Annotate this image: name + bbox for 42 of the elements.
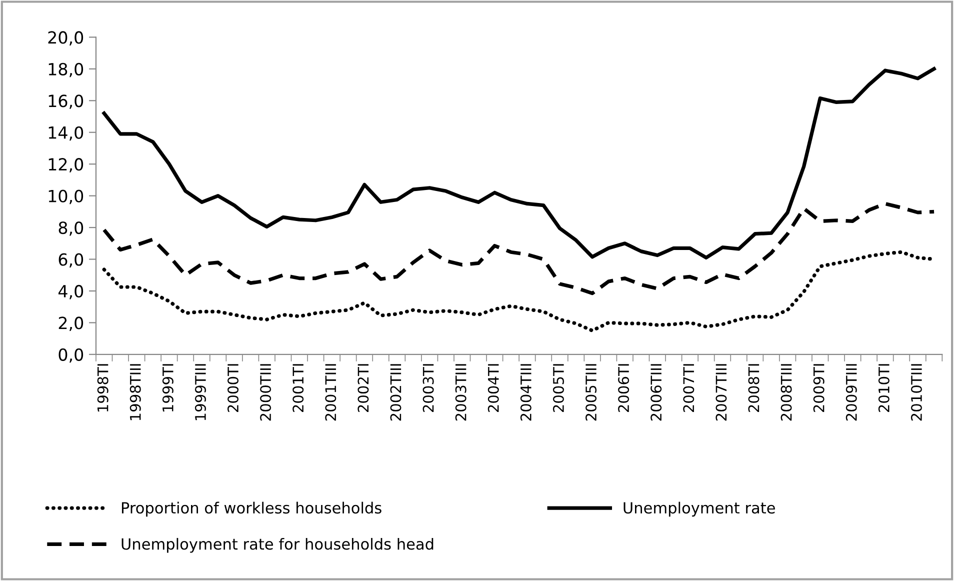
x-tick-label: 2001TIII xyxy=(325,364,336,421)
y-tick-label: 12,0 xyxy=(48,158,84,172)
x-tick-label: 2006TI xyxy=(618,364,630,412)
y-tick-label: 4,0 xyxy=(58,284,84,300)
x-tick-label: 2005TI xyxy=(552,364,564,412)
legend-label: Unemployment rate for households head xyxy=(122,538,434,553)
x-tick-label: 2008TIII xyxy=(780,364,792,421)
y-tick-label: 10,0 xyxy=(48,190,84,204)
x-tick-label: 2000TI xyxy=(227,364,239,412)
x-tick-label: 2006TIII xyxy=(650,364,662,421)
x-tick-label: 1998TIII xyxy=(130,364,141,420)
y-tick-label: 0,0 xyxy=(58,348,84,363)
y-tick-label: 18,0 xyxy=(48,62,84,78)
x-tick-label: 2002TIII xyxy=(390,364,402,421)
y-tick-label: 14,0 xyxy=(48,126,84,141)
x-tick-label: 1999TI xyxy=(162,364,174,412)
x-tick-label: 2005TIII xyxy=(586,364,597,421)
legend-label: Proportion of workless households xyxy=(122,502,382,517)
x-tick-label: 2004TI xyxy=(488,364,499,412)
y-tick-label: 20,0 xyxy=(48,31,84,46)
x-tick-label: 1998TI xyxy=(97,364,108,412)
x-tick-label: 2003TI xyxy=(422,364,434,412)
y-tick-label: 6,0 xyxy=(58,253,84,268)
x-tick-label: 2009TI xyxy=(813,364,824,412)
x-tick-label: 2000TIII xyxy=(260,364,272,421)
x-tick-label: 2003TIII xyxy=(455,364,466,421)
y-tick-label: 16,0 xyxy=(48,94,84,109)
x-tick-label: 2010TIII xyxy=(910,364,922,421)
x-tick-label: 2001TI xyxy=(292,364,304,412)
x-tick-label: 2007TIII xyxy=(716,364,727,421)
line-series xyxy=(102,67,936,260)
x-tick-label: 2002TI xyxy=(358,364,369,412)
x-tick-label: 2010TI xyxy=(878,364,890,412)
x-tick-label: 1999TIII xyxy=(194,364,206,420)
x-tick-label: 2007TI xyxy=(683,364,694,412)
x-tick-label: 2009TIII xyxy=(846,364,857,421)
line-series xyxy=(102,202,936,296)
y-tick-label: 2,0 xyxy=(58,316,84,331)
x-tick-label: 2008TI xyxy=(748,364,760,412)
x-tick-label: 2004TIII xyxy=(520,364,532,421)
y-tick-label: 8,0 xyxy=(58,221,84,236)
legend-label: Unemployment rate xyxy=(624,502,775,517)
